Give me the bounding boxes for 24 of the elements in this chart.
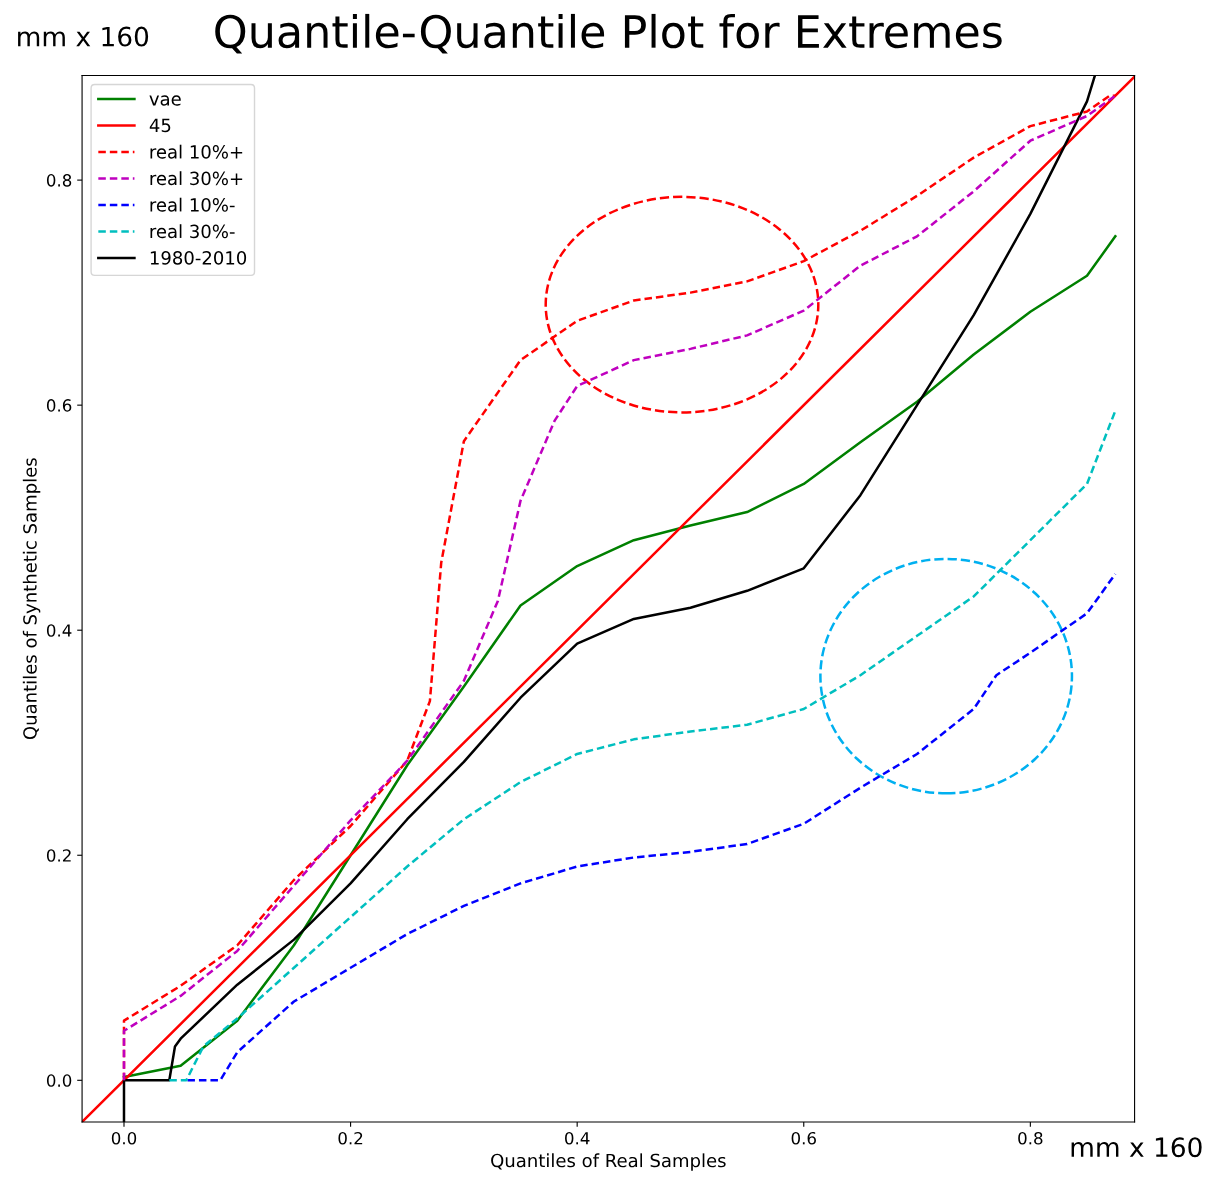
x-tick-label: 0.2 (338, 1131, 363, 1145)
x-tick-label: 0.6 (791, 1131, 816, 1145)
text: mm x 160 (18, 26, 149, 47)
legend-label: real 10%+ (150, 144, 243, 159)
legend-label: 45 (149, 118, 171, 133)
chart-title: Quantile-Quantile Plot for Extremes (215, 13, 1002, 54)
line-series (168, 409, 1117, 1082)
y-tick-label: 0.0 (46, 1074, 72, 1087)
line-series (186, 572, 1117, 1082)
y-tick-label: 0.2 (46, 849, 71, 862)
y-tick-label: 0.8 (46, 174, 72, 187)
y-tick-label: 0.6 (46, 399, 72, 412)
x-tick-label: 0.0 (111, 1131, 137, 1145)
legend-label: 1980-2010 (150, 251, 247, 265)
x-axis-title: Quantiles of Real Samples (491, 1153, 726, 1171)
legend-label: vae (149, 95, 181, 106)
legend-label: real 30%- (150, 224, 235, 239)
legend-label: real 30%+ (150, 171, 243, 186)
x-tick-label: 0.4 (565, 1131, 590, 1145)
y-tick-label: 0.4 (46, 624, 72, 637)
x-tick-label: 0.8 (1018, 1131, 1043, 1145)
text: mm x 160 (1071, 1137, 1202, 1158)
y-axis-title: Quantiles of Synthetic Samples (22, 458, 41, 740)
legend-label: real 10%- (150, 197, 235, 212)
